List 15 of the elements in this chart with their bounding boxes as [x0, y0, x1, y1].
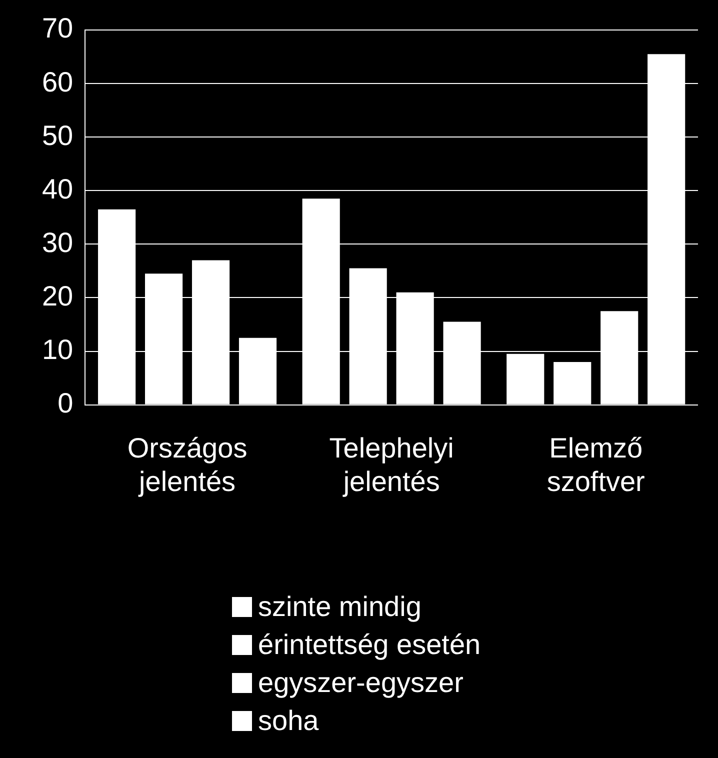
y-tick-label: 0	[58, 388, 74, 419]
x-tick-label: Országos jelentés	[127, 432, 248, 497]
y-tick-label: 70	[42, 12, 74, 44]
legend-label: egyszer-egyszer	[258, 666, 464, 700]
y-tick-label: 20	[42, 280, 74, 312]
legend-label: soha	[258, 704, 319, 738]
y-tick-label: 60	[42, 66, 74, 98]
x-tick-label: Elemző szoftver	[546, 432, 645, 497]
x-tick-label: Telephelyi jelentés	[329, 432, 454, 497]
legend-label: szinte mindig	[258, 590, 422, 624]
y-tick-label: 30	[42, 226, 74, 258]
y-tick-label: 40	[42, 173, 74, 204]
y-tick-label: 50	[42, 120, 74, 151]
legend-label: érintettség esetén	[258, 628, 481, 662]
y-tick-label: 10	[42, 334, 74, 365]
